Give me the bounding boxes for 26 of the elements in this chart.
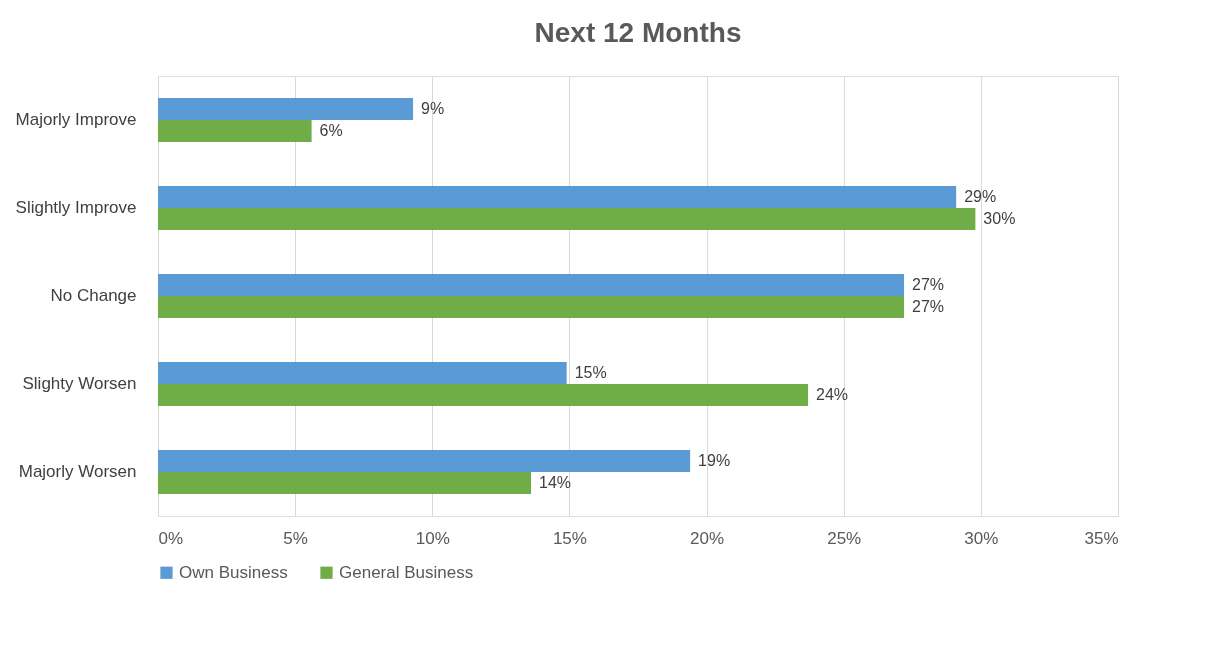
x-tick-label: 15%: [552, 528, 587, 548]
x-tick-label: 5%: [283, 528, 308, 548]
data-label: 24%: [816, 386, 849, 403]
x-tick-label: 25%: [827, 528, 862, 548]
chart-title: Next 12 Months: [534, 17, 742, 48]
x-tick-label: 0%: [158, 528, 184, 548]
y-tick-label: Majorly Improve: [15, 110, 137, 129]
legend-label: General Business: [339, 562, 474, 582]
data-label: 29%: [964, 188, 997, 205]
x-tick-label: 20%: [690, 528, 725, 548]
x-tick-label: 35%: [1084, 528, 1119, 548]
y-tick-label: Majorly Worsen: [18, 462, 137, 481]
y-tick-label: No Change: [50, 286, 137, 305]
data-label: 27%: [912, 298, 945, 315]
y-tick-label: Slighty Worsen: [22, 374, 137, 393]
y-tick-label: Slightly Improve: [15, 198, 137, 217]
legend-label: Own Business: [179, 562, 288, 582]
data-label: 15%: [574, 364, 607, 381]
data-label: 14%: [539, 474, 572, 491]
x-tick-label: 10%: [415, 528, 450, 548]
x-tick-label: 30%: [964, 528, 999, 548]
data-label: 9%: [421, 100, 445, 117]
data-label: 30%: [983, 210, 1016, 227]
data-label: 6%: [319, 122, 343, 139]
data-label: 19%: [698, 452, 731, 469]
data-label: 27%: [912, 276, 945, 293]
